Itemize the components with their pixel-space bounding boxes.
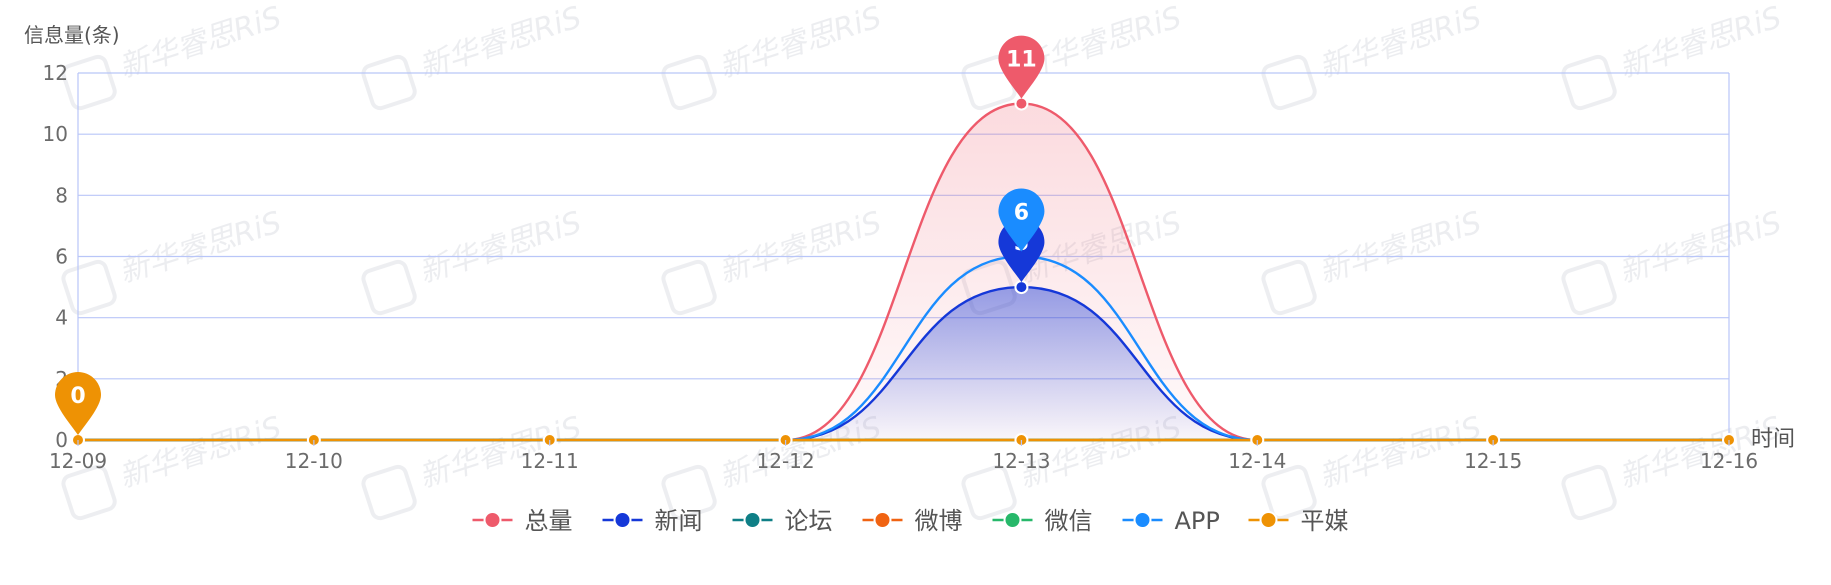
watermark: 新华睿思RiS — [1261, 205, 1486, 316]
watermark-logo-icon — [1261, 259, 1317, 316]
marker-pin-shape — [998, 188, 1045, 252]
y-tick-label: 6 — [55, 245, 68, 269]
watermark-logo-icon — [1261, 464, 1317, 521]
watermark: 新华睿思RiS — [661, 0, 886, 111]
watermark-logo-icon — [661, 54, 717, 111]
legend-dot-icon — [1003, 511, 1022, 529]
watermark-logo-icon — [1261, 54, 1317, 111]
x-tick-label: 12-13 — [992, 449, 1050, 473]
y-tick-label: 10 — [43, 122, 68, 146]
watermark-text: 新华睿思RiS — [115, 205, 286, 290]
data-point[interactable] — [1014, 96, 1029, 111]
watermark-text: 新华睿思RiS — [1315, 205, 1486, 290]
y-axis-title: 信息量(条) — [24, 23, 120, 47]
marker-pin: 0 — [55, 372, 101, 435]
legend-label: 论坛 — [785, 507, 833, 535]
pin-layer: 56110 — [55, 35, 1045, 435]
watermark: 新华睿思RiS — [61, 205, 286, 316]
legend-label: 微信 — [1045, 507, 1093, 535]
watermark-logo-icon — [61, 259, 117, 316]
marker-pin: 11 — [998, 35, 1045, 99]
watermark-logo-icon — [961, 464, 1017, 521]
legend-item[interactable]: 论坛 — [732, 507, 833, 535]
x-tick-label: 12-12 — [757, 449, 815, 473]
watermark-logo-icon — [361, 464, 417, 521]
legend-dot-icon — [743, 511, 762, 529]
legend-item[interactable]: 新闻 — [602, 507, 703, 535]
legend-dot-icon — [1133, 511, 1152, 529]
x-axis-title: 时间 — [1751, 427, 1795, 452]
marker-pin-shape — [998, 35, 1045, 99]
legend-item[interactable]: 微信 — [992, 507, 1093, 535]
watermark: 新华睿思RiS — [661, 205, 886, 316]
x-tick-label: 12-09 — [49, 449, 107, 473]
watermark-text: 新华睿思RiS — [415, 205, 586, 290]
legend-label: APP — [1175, 507, 1220, 535]
watermark: 新华睿思RiS — [361, 0, 586, 111]
watermark-logo-icon — [61, 464, 117, 521]
watermark-logo-icon — [1561, 259, 1617, 316]
watermark: 新华睿思RiS — [1561, 205, 1786, 316]
marker-pin-label: 6 — [1014, 201, 1029, 226]
legend-dot-icon — [483, 511, 502, 529]
watermark: 新华睿思RiS — [361, 205, 586, 316]
x-tick-label: 12-16 — [1700, 449, 1758, 473]
watermark-logo-icon — [1561, 54, 1617, 111]
legend-item[interactable]: 总量 — [472, 507, 573, 535]
watermark-text: 新华睿思RiS — [1615, 205, 1786, 290]
legend-item[interactable]: APP — [1122, 507, 1220, 535]
watermark-logo-icon — [661, 464, 717, 521]
legend-label: 总量 — [525, 507, 573, 535]
watermark: 新华睿思RiS — [1261, 410, 1486, 521]
y-tick-label: 0 — [55, 428, 68, 452]
watermark-logo-icon — [1561, 464, 1617, 521]
y-tick-label: 8 — [55, 183, 68, 207]
marker-pin-label: 0 — [70, 384, 85, 409]
watermark-text: 新华睿思RiS — [1315, 410, 1486, 495]
watermark-logo-icon — [61, 54, 117, 111]
watermark: 新华睿思RiS — [961, 0, 1186, 111]
data-point[interactable] — [1014, 280, 1029, 295]
watermark: 新华睿思RiS — [1561, 0, 1786, 111]
marker-pin-label: 11 — [1006, 48, 1037, 73]
watermark-text: 新华睿思RiS — [715, 205, 886, 290]
watermark-logo-icon — [361, 54, 417, 111]
x-tick-label: 12-11 — [521, 449, 579, 473]
line-layer — [78, 102, 1729, 442]
legend-dot-icon — [873, 511, 892, 529]
watermark: 新华睿思RiS — [61, 0, 286, 111]
y-tick-label: 4 — [55, 306, 68, 330]
x-tick-label: 12-14 — [1228, 449, 1286, 473]
legend[interactable]: 总量 新闻 论坛 微博 微信 APP 平媒 — [472, 507, 1349, 535]
watermark: 新华睿思RiS — [1261, 0, 1486, 111]
legend-label: 平媒 — [1301, 507, 1349, 535]
legend-dot-icon — [1259, 511, 1278, 529]
x-tick-label: 12-15 — [1464, 449, 1522, 473]
y-tick-label: 12 — [43, 61, 68, 85]
marker-pin-shape — [55, 372, 101, 435]
legend-item[interactable]: 微博 — [862, 507, 963, 535]
legend-label: 微博 — [915, 507, 963, 535]
x-tick-label: 12-10 — [285, 449, 343, 473]
legend-dot-icon — [613, 511, 632, 529]
marker-pin: 6 — [998, 188, 1045, 252]
legend-item[interactable]: 平媒 — [1248, 507, 1349, 535]
legend-label: 新闻 — [655, 507, 703, 535]
watermark-text: 新华睿思RiS — [115, 410, 286, 495]
watermark-logo-icon — [361, 259, 417, 316]
watermark-logo-icon — [661, 259, 717, 316]
